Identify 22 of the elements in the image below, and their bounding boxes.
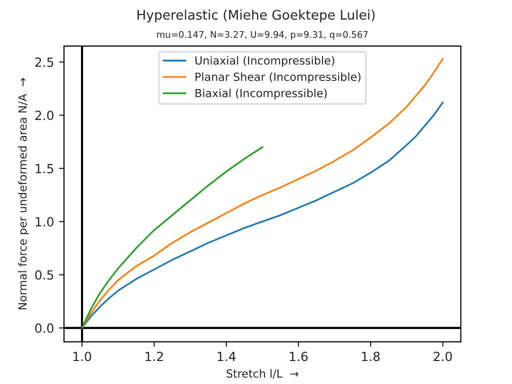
y-tick-label: 2.5 <box>35 58 54 67</box>
legend-label: Biaxial (Incompressible) <box>196 88 327 100</box>
y-tick-label: 0.0 <box>35 323 54 333</box>
x-tick-label: 1.6 <box>290 352 308 362</box>
y-tick-label: 1.0 <box>36 217 54 226</box>
line-series <box>81 102 444 329</box>
x-tick-label: 1.0 <box>73 352 92 362</box>
legend-label: Planar Shear (Incompressible) <box>196 72 360 84</box>
x-tick-label: 1.4 <box>218 352 236 361</box>
x-tick-label: 1.2 <box>146 352 163 361</box>
line-series <box>81 58 444 329</box>
chart-title: Hyperelastic (Miehe Goektepe Lulei) <box>138 10 375 22</box>
legend-label: Uniaxial (Incompressible) <box>195 56 334 67</box>
x-tick-label: 1.8 <box>362 352 380 362</box>
y-tick-label: 1.5 <box>36 164 54 174</box>
line-series <box>81 146 264 329</box>
chart-subtitle: mu=0.147, N=3.27, U=9.94, p=9.31, q=0.567 <box>157 31 368 40</box>
y-tick-label: 0.5 <box>35 270 54 280</box>
y-axis-title: Normal force per undeformed area N/A → <box>18 78 29 310</box>
x-axis-title: Stretch l/L → <box>226 369 298 379</box>
x-tick-label: 2.0 <box>434 352 452 362</box>
y-tick-label: 2.0 <box>35 110 54 120</box>
